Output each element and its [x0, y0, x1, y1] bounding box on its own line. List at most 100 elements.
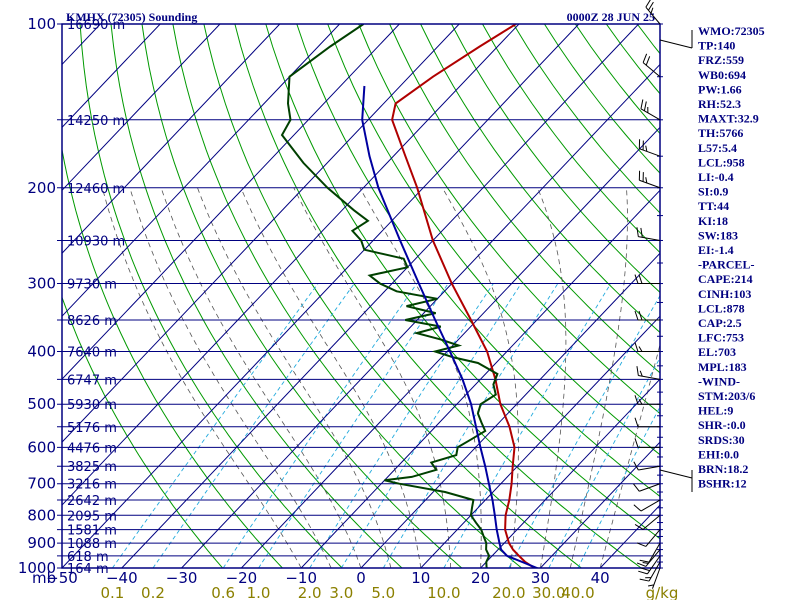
wind-barb [634, 417, 660, 428]
isotherm-line [241, 126, 660, 568]
wind-barb [636, 529, 661, 547]
wind-barb-feather [634, 342, 639, 352]
index-entry: BSHR:12 [698, 477, 747, 491]
height-label: 4476 m [67, 441, 117, 456]
wind-barb-feather [645, 145, 648, 152]
index-entry: LCL:958 [698, 155, 745, 169]
height-labels: 16690 m 14250 m 12460 m 10930 m 9730 m 8626 m… [67, 18, 125, 577]
mixing-ratio-line [222, 283, 418, 568]
moist-adiabat-line [537, 187, 567, 568]
pressure-tick-label: 1000 [18, 559, 56, 577]
index-entry: EI:-1.4 [698, 243, 734, 257]
wind-barb [639, 542, 661, 563]
isotherm-line [62, 24, 580, 568]
wind-barb [638, 139, 661, 157]
pressure-tick-label: 700 [27, 475, 56, 493]
mixing-ratio-tick-label: 30.0 [532, 584, 565, 600]
wind-barb-feather [643, 101, 647, 111]
wind-barb [639, 561, 661, 582]
wind-barb-feather [636, 366, 639, 376]
mixing-ratio-tick-label: 20.0 [492, 584, 525, 600]
height-label: 6747 m [67, 373, 117, 388]
height-label: 2095 m [67, 509, 117, 524]
pressure-tick-label: 600 [27, 438, 56, 456]
index-entry: KI:18 [698, 214, 728, 228]
wind-barb-feather [638, 398, 643, 405]
pressure-axis-labels: 100 200 300 400 500 600 700 800 900 1000 [18, 15, 56, 577]
wind-barb-feather [633, 461, 639, 471]
wind-barb-staff [645, 529, 661, 547]
height-label: 3216 m [67, 478, 117, 493]
isotherm-line [540, 441, 660, 568]
wind-barb-feather [638, 274, 643, 284]
isotherm-line [480, 378, 660, 568]
wind-barb-feather [634, 274, 639, 284]
dry-adiabat-line [172, 24, 522, 568]
pressure-tick-label: 800 [27, 506, 56, 524]
height-label: 5930 m [67, 398, 117, 413]
index-entry: FRZ:559 [698, 53, 744, 67]
mixing-ratio-line [152, 283, 355, 568]
isotherm-line [62, 24, 340, 317]
moist-adiabat-line [293, 187, 452, 568]
wind-barb-staff [648, 542, 661, 563]
wind-barb-feather [645, 56, 651, 66]
mixing-ratio-labels: 0.1 0.2 0.6 1.0 2.0 3.0 5.0 10.0 20.0 30.040.0 g/k… [100, 584, 678, 600]
pressure-tick-label: 500 [27, 395, 56, 413]
index-entry: TP:140 [698, 39, 735, 53]
index-entry: CAP:2.5 [698, 316, 742, 330]
wind-barb-feather [648, 1, 654, 11]
mixing-ratio-line [341, 283, 522, 568]
wind-barb-feather [645, 0, 651, 8]
wind-barb-feather [640, 227, 643, 238]
isotherm-line [300, 189, 660, 568]
x-axis-prefix: mb [32, 569, 56, 587]
dewpoint-profile-line [280, 24, 499, 568]
height-label: 164 m [67, 562, 109, 577]
wind-barb-feather [638, 570, 648, 575]
index-entry: MAXT:32.9 [698, 112, 759, 126]
mixing-ratio-line [258, 283, 449, 568]
dry-adiabat-line [296, 24, 660, 498]
wind-barb-feather [634, 417, 639, 427]
wind-barb-feather [634, 310, 639, 321]
height-label: 10930 m [67, 234, 125, 249]
moist-adiabat-line [101, 187, 302, 568]
wind-barb [640, 99, 661, 121]
index-entry: LI:-0.4 [698, 170, 734, 184]
dry-adiabat-line [110, 24, 403, 568]
indices-leader-line [659, 469, 693, 479]
wind-barb-feather [650, 7, 654, 14]
index-entry: HEL:9 [698, 404, 733, 418]
moist-adiabat-line [359, 187, 482, 568]
height-label: 5176 m [67, 421, 117, 436]
mixing-ratio-line [112, 283, 319, 568]
wind-barb-feather [633, 483, 640, 492]
wind-barb-feather [636, 562, 647, 567]
wind-barb-column [633, 0, 693, 589]
index-entry: LFC:753 [698, 331, 744, 345]
temperature-tick-label: −10 [285, 569, 317, 587]
index-entry: CINH:103 [698, 287, 751, 301]
wind-barb [634, 310, 660, 321]
height-label: 14250 m [67, 114, 125, 129]
temperature-tick-label: 0 [356, 569, 366, 587]
mixing-ratio-tick-label: 0.2 [141, 584, 165, 600]
index-entry: RH:52.3 [698, 97, 741, 111]
temperature-tick-label: −50 [46, 569, 78, 587]
wind-barb [633, 499, 661, 512]
moist-adiabat-line [599, 343, 660, 568]
pressure-tick-label: 200 [27, 179, 56, 197]
temperature-tick-label: 20 [471, 569, 490, 587]
sounding-time: 0000Z 28 JUN 25 [567, 10, 655, 24]
index-entry: WMO:72305 [698, 24, 765, 38]
index-entry: STM:203/6 [698, 389, 755, 403]
temperature-tick-label: −20 [226, 569, 258, 587]
wind-barb-feather [636, 542, 647, 547]
moist-adiabat-line [240, 187, 422, 568]
wind-barb [636, 227, 661, 241]
wind-barb-staff [642, 62, 661, 78]
wind-barb-feather [634, 524, 644, 530]
parcel-profile-line [361, 85, 540, 568]
index-entry: SHR-:0.0 [698, 418, 746, 432]
